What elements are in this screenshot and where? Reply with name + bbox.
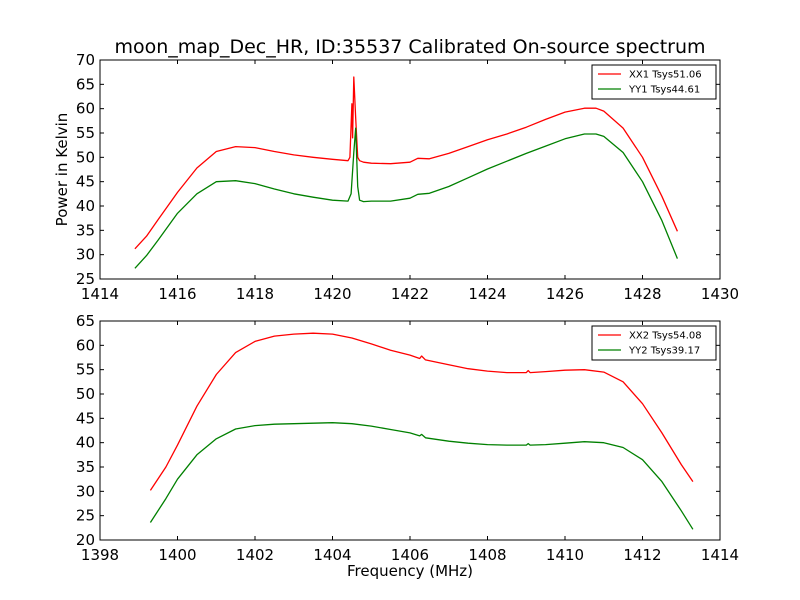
x-tick-label: 1430 xyxy=(701,285,739,303)
chart-title: moon_map_Dec_HR, ID:35537 Calibrated On-… xyxy=(114,36,705,58)
y-tick-label: 40 xyxy=(76,434,95,452)
x-tick-label: 1404 xyxy=(313,546,351,564)
x-tick-label: 1420 xyxy=(313,285,351,303)
x-tick-label: 1418 xyxy=(236,285,274,303)
x-tick-label: 1428 xyxy=(623,285,661,303)
bottom-panel: 1398 1400 1402 1404 1406 1408 1410 1412 1414 20 25… xyxy=(76,312,739,580)
series-line-yy1 xyxy=(134,127,679,269)
y-tick-label: 25 xyxy=(76,270,95,288)
y-tick-label: 60 xyxy=(76,336,95,354)
x-tick-label: 1426 xyxy=(546,285,584,303)
y-tick-label: 40 xyxy=(76,197,95,215)
x-tick-label: 1406 xyxy=(391,546,429,564)
top-panel-legend: XX1 Tsys51.06 YY1 Tsys44.61 xyxy=(591,64,717,100)
x-tick-label: 1422 xyxy=(391,285,429,303)
bottom-panel-legend: XX2 Tsys54.08 YY2 Tsys39.17 xyxy=(591,325,717,361)
x-tick-label: 1402 xyxy=(236,546,274,564)
series-line-xx2 xyxy=(149,332,694,491)
x-tick-label: 1416 xyxy=(158,285,196,303)
y-tick-label: 45 xyxy=(76,173,95,191)
bottom-panel-ticks: 1398 1400 1402 1404 1406 1408 1410 1412 1414 20 25… xyxy=(76,312,739,564)
x-tick-label: 1400 xyxy=(158,546,196,564)
x-tick-label: 1414 xyxy=(701,546,739,564)
y-tick-label: 65 xyxy=(76,75,95,93)
y-tick-label: 35 xyxy=(76,221,95,239)
y-axis-label: Power in Kelvin xyxy=(53,113,71,227)
legend-label-xx1: XX1 Tsys51.06 xyxy=(629,70,702,81)
y-tick-label: 20 xyxy=(76,531,95,549)
top-panel-series xyxy=(134,76,679,269)
y-tick-label: 30 xyxy=(76,482,95,500)
series-line-yy2 xyxy=(149,422,694,530)
top-panel: 1414 1416 1418 1420 1422 1424 1426 1428 1430 25 30… xyxy=(53,51,739,303)
y-tick-label: 65 xyxy=(76,312,95,330)
legend-label-yy2: YY2 Tsys39.17 xyxy=(628,346,700,357)
top-panel-ticks: 1414 1416 1418 1420 1422 1424 1426 1428 1430 25 30… xyxy=(76,51,739,303)
y-tick-label: 25 xyxy=(76,507,95,525)
legend-label-yy1: YY1 Tsys44.61 xyxy=(628,85,700,96)
y-tick-label: 50 xyxy=(76,385,95,403)
x-tick-label: 1408 xyxy=(468,546,506,564)
y-tick-label: 30 xyxy=(76,246,95,264)
bottom-panel-series xyxy=(149,332,694,530)
y-tick-label: 55 xyxy=(76,124,95,142)
x-tick-label: 1410 xyxy=(546,546,584,564)
y-tick-label: 50 xyxy=(76,148,95,166)
y-tick-label: 70 xyxy=(76,51,95,69)
series-line-xx1 xyxy=(134,76,678,250)
y-tick-label: 45 xyxy=(76,409,95,427)
x-tick-label: 1412 xyxy=(623,546,661,564)
x-tick-label: 1424 xyxy=(468,285,506,303)
y-tick-label: 60 xyxy=(76,100,95,118)
top-legend-box xyxy=(591,64,717,100)
x-axis-label: Frequency (MHz) xyxy=(347,562,473,580)
x-tick-label: 1398 xyxy=(81,546,119,564)
legend-label-xx2: XX2 Tsys54.08 xyxy=(629,331,702,342)
y-tick-label: 35 xyxy=(76,458,95,476)
x-tick-label: 1414 xyxy=(81,285,119,303)
bottom-legend-box xyxy=(591,325,717,361)
y-tick-label: 55 xyxy=(76,361,95,379)
